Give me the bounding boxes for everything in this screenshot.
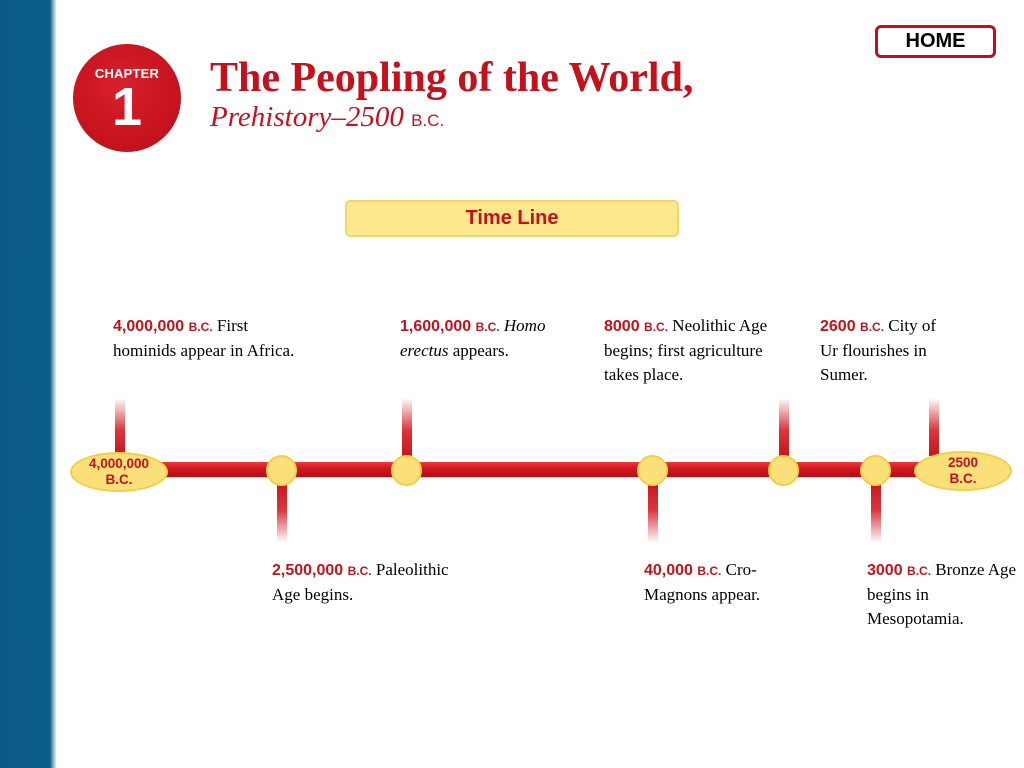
event-text-italic: Homo erectus xyxy=(400,316,546,360)
page-title: The Peopling of the World, xyxy=(210,55,694,101)
event-text: Cro-Magnons appear. xyxy=(644,560,761,604)
timeline-stem xyxy=(871,483,881,543)
timeline-marker xyxy=(391,455,422,486)
timeline-start-label: 4,000,000 B.C. xyxy=(70,452,168,492)
timeline-marker xyxy=(768,455,799,486)
subtitle-main: Prehistory–2500 xyxy=(210,101,412,133)
event-date: 1,600,000 B.C. xyxy=(400,318,500,335)
timeline-event: 2,500,000 B.C. Paleolithic Age begins. xyxy=(272,558,472,607)
timeline-stem xyxy=(277,483,287,543)
timeline-marker xyxy=(266,455,297,486)
timeline-stem xyxy=(779,398,789,456)
event-date: 2600 B.C. xyxy=(820,318,885,335)
timeline-axis xyxy=(140,462,940,477)
timeline-event: 8000 B.C. Neolithic Age begins; first ag… xyxy=(604,314,796,387)
timeline-header: Time Line xyxy=(345,200,679,237)
end-value: 2500 xyxy=(947,455,979,470)
timeline-event: 1,600,000 B.C. Homo erectus appears. xyxy=(400,314,590,363)
event-text: appears. xyxy=(452,341,509,360)
start-value: 4,000,000 xyxy=(88,456,150,471)
timeline-stem xyxy=(648,483,658,543)
event-date: 8000 B.C. xyxy=(604,318,669,335)
chapter-number: 1 xyxy=(111,77,143,137)
event-text: Bronze Age begins in Mesopotamia. xyxy=(867,560,1017,628)
start-era: B.C. xyxy=(105,472,133,487)
timeline-marker xyxy=(637,455,668,486)
timeline-end-label: 2500 B.C. xyxy=(914,451,1012,491)
timeline-marker xyxy=(860,455,891,486)
event-date: 40,000 B.C. xyxy=(644,562,722,579)
event-text: City of Ur flourishes in Sumer. xyxy=(820,316,936,384)
event-text: Neolithic Age begins; first agriculture … xyxy=(604,316,768,384)
timeline-event: 2600 B.C. City of Ur flourishes in Sumer… xyxy=(820,314,955,387)
timeline-event: 4,000,000 B.C. First hominids appear in … xyxy=(113,314,303,363)
timeline-event: 3000 B.C. Bronze Age begins in Mesopotam… xyxy=(867,558,1017,631)
home-button[interactable]: HOME xyxy=(875,25,996,58)
sidebar-strip xyxy=(0,0,56,768)
subtitle-era: B.C. xyxy=(411,111,445,130)
page-subtitle: Prehistory–2500 B.C. xyxy=(210,101,444,134)
timeline-stem xyxy=(115,398,125,456)
chapter-badge: CHAPTER 1 xyxy=(73,44,181,152)
timeline-event: 40,000 B.C. Cro-Magnons appear. xyxy=(644,558,794,607)
event-text: First hominids appear in Africa. xyxy=(113,316,295,360)
event-date: 3000 B.C. xyxy=(867,562,932,579)
end-era: B.C. xyxy=(949,471,977,486)
event-text: Paleolithic Age begins. xyxy=(272,560,449,604)
chapter-label: CHAPTER xyxy=(94,66,160,81)
timeline-stem xyxy=(402,398,412,456)
event-date: 2,500,000 B.C. xyxy=(272,562,372,579)
timeline-stem xyxy=(929,398,939,456)
event-date: 4,000,000 B.C. xyxy=(113,318,213,335)
